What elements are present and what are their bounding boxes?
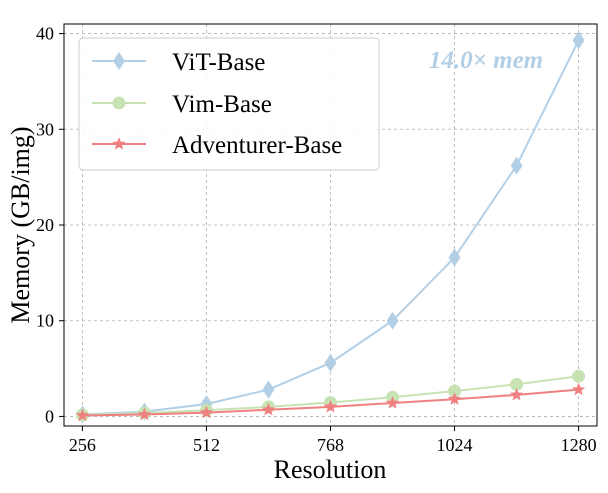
data-point bbox=[199, 405, 214, 419]
x-tick-label: 256 bbox=[69, 435, 96, 455]
y-tick-label: 0 bbox=[45, 406, 54, 426]
y-tick-label: 20 bbox=[36, 215, 54, 235]
legend-label: Vim-Base bbox=[172, 91, 272, 118]
y-tick-label: 40 bbox=[36, 24, 54, 44]
data-point bbox=[385, 396, 400, 409]
legend-label: ViT-Base bbox=[172, 49, 265, 76]
data-point bbox=[137, 407, 152, 421]
x-tick-label: 512 bbox=[193, 435, 220, 455]
data-point bbox=[386, 311, 399, 330]
data-point bbox=[323, 399, 338, 413]
y-tick-label: 30 bbox=[36, 119, 54, 139]
y-axis-label: Memory (GB/img) bbox=[6, 126, 35, 323]
data-point bbox=[509, 387, 524, 401]
data-point bbox=[324, 353, 337, 372]
series-group bbox=[75, 31, 586, 424]
data-point bbox=[261, 402, 276, 416]
data-point bbox=[572, 31, 585, 50]
data-point bbox=[448, 248, 461, 267]
legend-label: Adventurer-Base bbox=[172, 132, 342, 159]
x-tick-label: 768 bbox=[317, 435, 344, 455]
x-axis-label: Resolution bbox=[274, 455, 387, 484]
x-tick-label: 1280 bbox=[561, 435, 597, 455]
legend-marker bbox=[112, 96, 126, 110]
data-point bbox=[262, 380, 275, 399]
legend-box bbox=[78, 37, 380, 171]
x-axis-ticks: 256 512 768 1024 1280 bbox=[69, 426, 597, 455]
series-vit-base bbox=[76, 31, 585, 424]
data-point bbox=[571, 382, 586, 396]
data-point bbox=[572, 369, 586, 383]
data-point bbox=[448, 384, 462, 398]
y-tick-label: 10 bbox=[36, 311, 54, 331]
annotation-text: 14.0× mem bbox=[429, 47, 543, 74]
x-tick-label: 1024 bbox=[437, 435, 473, 455]
series-adventurer-base bbox=[75, 382, 586, 422]
data-point bbox=[447, 392, 462, 405]
data-point bbox=[510, 156, 523, 175]
legend: ViT-Base Vim-Base Adventurer-Base bbox=[78, 37, 380, 171]
data-point bbox=[75, 408, 90, 422]
data-point bbox=[510, 377, 524, 391]
legend-marker bbox=[113, 52, 125, 70]
plot-frame bbox=[63, 23, 598, 427]
y-axis-ticks: 0 10 20 30 40 bbox=[36, 24, 64, 426]
legend-marker bbox=[112, 137, 126, 150]
